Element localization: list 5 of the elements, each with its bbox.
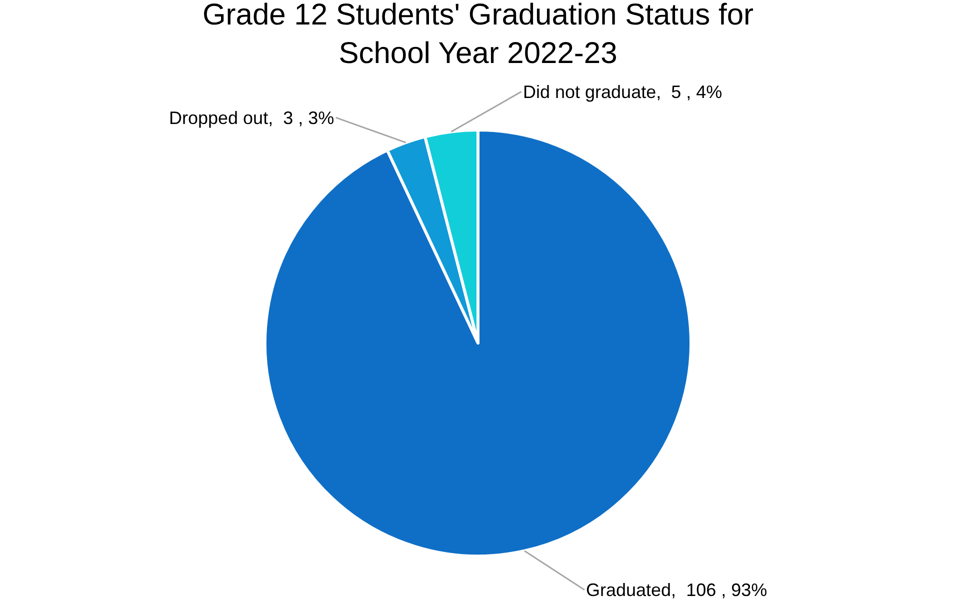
slice-label: Graduated, 106 , 93% <box>586 580 768 600</box>
slice-label: Dropped out, 3 , 3% <box>169 108 334 128</box>
chart-title: Grade 12 Students' Graduation Status for School Year 2022-23 <box>202 0 754 70</box>
pie-slice <box>264 128 692 558</box>
slice-label: Did not graduate, 5 , 4% <box>523 82 722 102</box>
